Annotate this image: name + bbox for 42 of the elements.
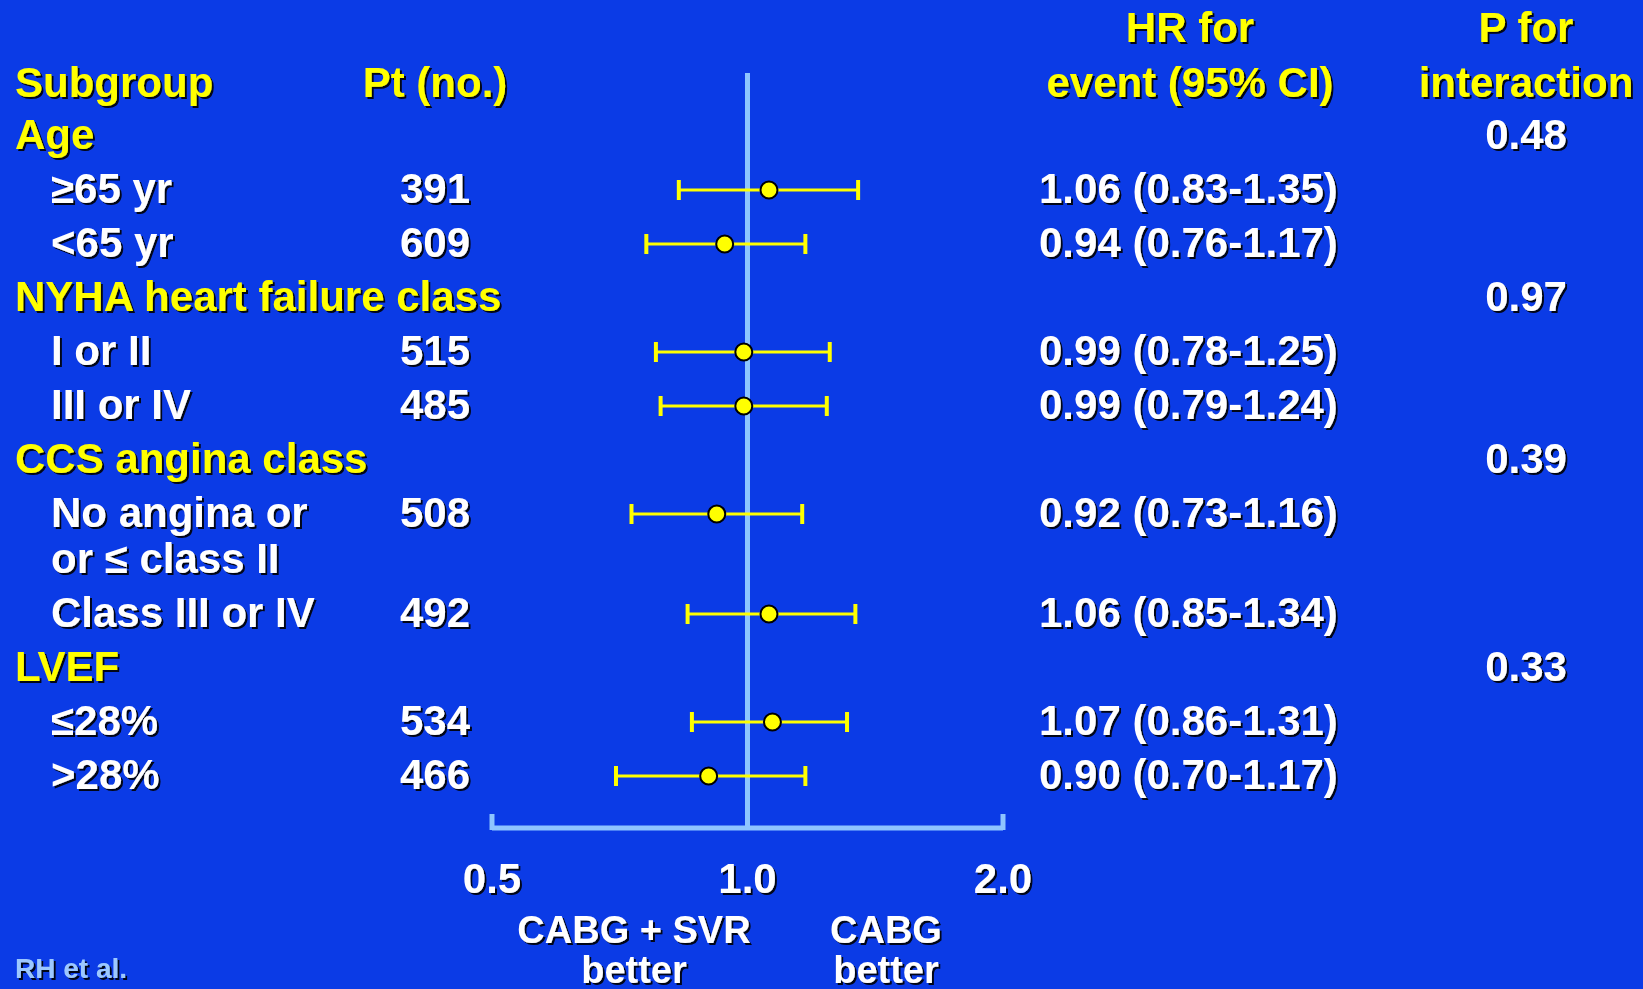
text: 485 [399, 380, 471, 428]
text: HR for event (95% CI) [1046, 3, 1334, 106]
text: 515 [399, 326, 471, 374]
text: RH et al. [15, 952, 128, 984]
text: LVEF [15, 642, 120, 690]
text: Age [15, 110, 95, 158]
y-tick-label: ≥65 yr [51, 164, 173, 212]
annotation: NYHA heart failure class [15, 272, 502, 320]
x-tick-label: 2.0 [973, 854, 1033, 902]
y-tick-label: I or II [51, 326, 152, 374]
x-tick-label: 0.5 [462, 854, 522, 902]
x-tick-label: 1.0 [718, 854, 777, 902]
data-label: 1.06 (0.85-1.34) [1039, 588, 1338, 636]
text: CCS angina class [15, 434, 368, 482]
text: 609 [399, 218, 471, 266]
text: 0.39 [1485, 434, 1567, 482]
text: 492 [399, 588, 471, 636]
text: 508 [399, 488, 471, 536]
text: 0.48 [1485, 110, 1567, 158]
data-label: 0.99 (0.78-1.25) [1039, 326, 1338, 374]
y-tick-label: Class III or IV [51, 588, 315, 636]
text: 391 [399, 164, 471, 212]
data-label: 0.92 (0.73-1.16) [1039, 488, 1338, 536]
y-tick-label: No angina or or ≤ class II [51, 488, 308, 582]
text: 466 [399, 750, 471, 798]
data-label: 0.94 (0.76-1.17) [1039, 218, 1338, 266]
text: 534 [399, 696, 471, 744]
y-tick-label: >28% [51, 750, 160, 798]
data-label: 0.90 (0.70-1.17) [1039, 750, 1338, 798]
data-label: 1.06 (0.83-1.35) [1039, 164, 1338, 212]
y-tick-label: ≤28% [51, 696, 159, 744]
annotation: Pt (no.) [362, 58, 508, 106]
data-label: 0.99 (0.79-1.24) [1039, 380, 1338, 428]
y-axis-title: Subgroup [15, 58, 214, 106]
y-tick-label: <65 yr [51, 218, 174, 266]
text: CABG better [830, 909, 942, 989]
text: P for interaction [1418, 3, 1634, 106]
data-label: 1.07 (0.86-1.31) [1039, 696, 1338, 744]
y-tick-label: III or IV [51, 380, 192, 428]
text: 0.97 [1485, 272, 1567, 320]
text: 0.33 [1485, 642, 1567, 690]
text: CABG + SVR better [517, 909, 751, 989]
